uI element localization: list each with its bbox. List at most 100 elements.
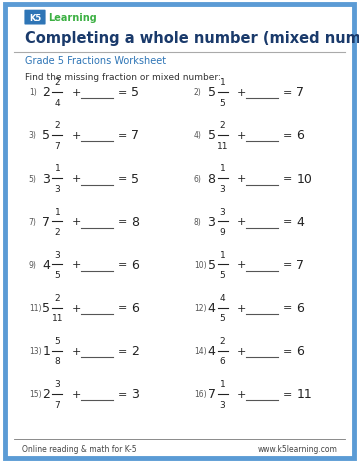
Text: =: = (283, 346, 292, 356)
Text: 8): 8) (194, 217, 202, 226)
Text: 13): 13) (29, 346, 41, 356)
Text: =: = (283, 131, 292, 141)
Text: 7: 7 (208, 388, 215, 400)
Text: 4: 4 (296, 215, 304, 228)
Text: 7: 7 (131, 129, 139, 142)
Text: 3: 3 (220, 400, 225, 409)
Text: Online reading & math for K-5: Online reading & math for K-5 (22, 444, 136, 452)
Text: +: + (72, 217, 81, 227)
Text: =: = (117, 389, 127, 399)
Text: +: + (237, 174, 246, 184)
Text: 1): 1) (29, 88, 37, 97)
Text: 14): 14) (194, 346, 206, 356)
Text: 6: 6 (296, 129, 304, 142)
Text: www.k5learning.com: www.k5learning.com (258, 444, 337, 452)
Text: 2: 2 (42, 86, 50, 99)
Text: 6: 6 (220, 357, 225, 366)
Text: 10): 10) (194, 260, 206, 269)
Text: 5: 5 (220, 313, 225, 323)
Text: 6: 6 (296, 344, 304, 357)
Text: 1: 1 (42, 344, 50, 357)
Text: +: + (72, 303, 81, 313)
Text: 4: 4 (220, 293, 225, 302)
Text: 4: 4 (42, 258, 50, 271)
Text: 4: 4 (208, 344, 215, 357)
Text: +: + (72, 346, 81, 356)
Text: 2: 2 (42, 388, 50, 400)
Text: 5: 5 (55, 336, 60, 345)
Text: 15): 15) (29, 389, 41, 399)
Text: 5: 5 (55, 270, 60, 280)
Text: 7: 7 (42, 215, 50, 228)
Text: 8: 8 (208, 172, 215, 185)
Text: =: = (283, 260, 292, 270)
Text: 2: 2 (55, 293, 60, 302)
Text: 1: 1 (220, 164, 225, 173)
Text: =: = (117, 217, 127, 227)
Text: 2): 2) (194, 88, 202, 97)
Text: 8: 8 (131, 215, 139, 228)
Text: =: = (117, 174, 127, 184)
Text: Find the missing fraction or mixed number:: Find the missing fraction or mixed numbe… (25, 73, 221, 82)
Text: =: = (283, 303, 292, 313)
Text: 3: 3 (208, 215, 215, 228)
Text: +: + (237, 303, 246, 313)
Text: 12): 12) (194, 303, 206, 313)
Text: +: + (237, 346, 246, 356)
Text: 3: 3 (55, 184, 60, 194)
Text: +: + (72, 131, 81, 141)
Text: 6): 6) (194, 174, 202, 183)
Text: 5: 5 (42, 301, 50, 314)
Text: 2: 2 (55, 121, 60, 130)
Text: =: = (283, 389, 292, 399)
Text: 1: 1 (220, 250, 225, 259)
Text: =: = (117, 303, 127, 313)
Text: 7: 7 (296, 86, 304, 99)
Text: 3): 3) (29, 131, 37, 140)
Text: +: + (72, 88, 81, 98)
Text: +: + (237, 88, 246, 98)
Text: =: = (117, 346, 127, 356)
Text: 1: 1 (220, 78, 225, 87)
Text: 2: 2 (220, 336, 225, 345)
Text: =: = (283, 88, 292, 98)
Text: 7: 7 (55, 400, 60, 409)
Text: 11: 11 (217, 141, 228, 150)
Text: 3: 3 (220, 207, 225, 216)
Text: 2: 2 (220, 121, 225, 130)
Text: 2: 2 (55, 78, 60, 87)
Text: =: = (283, 174, 292, 184)
Text: 2: 2 (55, 227, 60, 237)
Text: 11: 11 (296, 388, 312, 400)
Text: 11): 11) (29, 303, 41, 313)
Text: 7): 7) (29, 217, 37, 226)
Text: 7: 7 (296, 258, 304, 271)
Text: +: + (72, 389, 81, 399)
Text: 8: 8 (55, 357, 60, 366)
Text: 7: 7 (55, 141, 60, 150)
Text: +: + (237, 131, 246, 141)
Text: 3: 3 (55, 379, 60, 388)
Text: 9: 9 (220, 227, 225, 237)
Text: 5: 5 (42, 129, 50, 142)
Text: +: + (72, 260, 81, 270)
Text: Grade 5 Fractions Worksheet: Grade 5 Fractions Worksheet (25, 56, 166, 66)
Text: 3: 3 (220, 184, 225, 194)
FancyBboxPatch shape (24, 11, 46, 25)
Text: 5: 5 (131, 86, 139, 99)
Text: 6: 6 (131, 258, 139, 271)
Text: Learning: Learning (48, 13, 97, 23)
Text: +: + (72, 174, 81, 184)
Text: 3: 3 (131, 388, 139, 400)
Text: 5: 5 (220, 98, 225, 107)
FancyBboxPatch shape (5, 5, 354, 458)
Text: =: = (117, 260, 127, 270)
Text: +: + (237, 389, 246, 399)
Text: 3: 3 (42, 172, 50, 185)
Text: Completing a whole number (mixed numbers): Completing a whole number (mixed numbers… (25, 31, 359, 46)
Text: 5: 5 (131, 172, 139, 185)
Text: 5: 5 (208, 86, 215, 99)
Text: 5: 5 (220, 270, 225, 280)
Text: 1: 1 (55, 207, 60, 216)
Text: 1: 1 (220, 379, 225, 388)
